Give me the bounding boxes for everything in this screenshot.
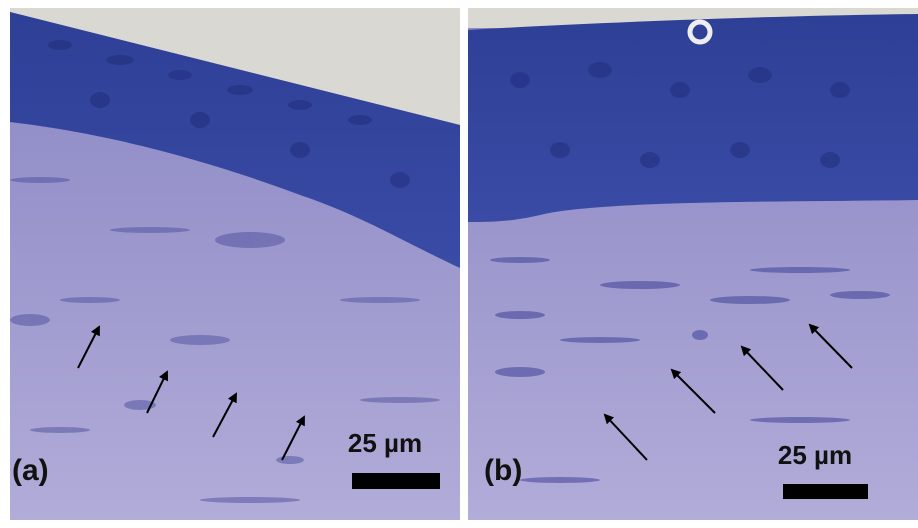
figure: (a) 25 µm (b) 25 µm [0,0,918,528]
scale-bar-label: 25 µm [348,428,422,458]
scale-bar-label: 25 µm [778,440,852,470]
panel-label: (b) [484,454,522,487]
panel-label: (a) [12,454,49,487]
